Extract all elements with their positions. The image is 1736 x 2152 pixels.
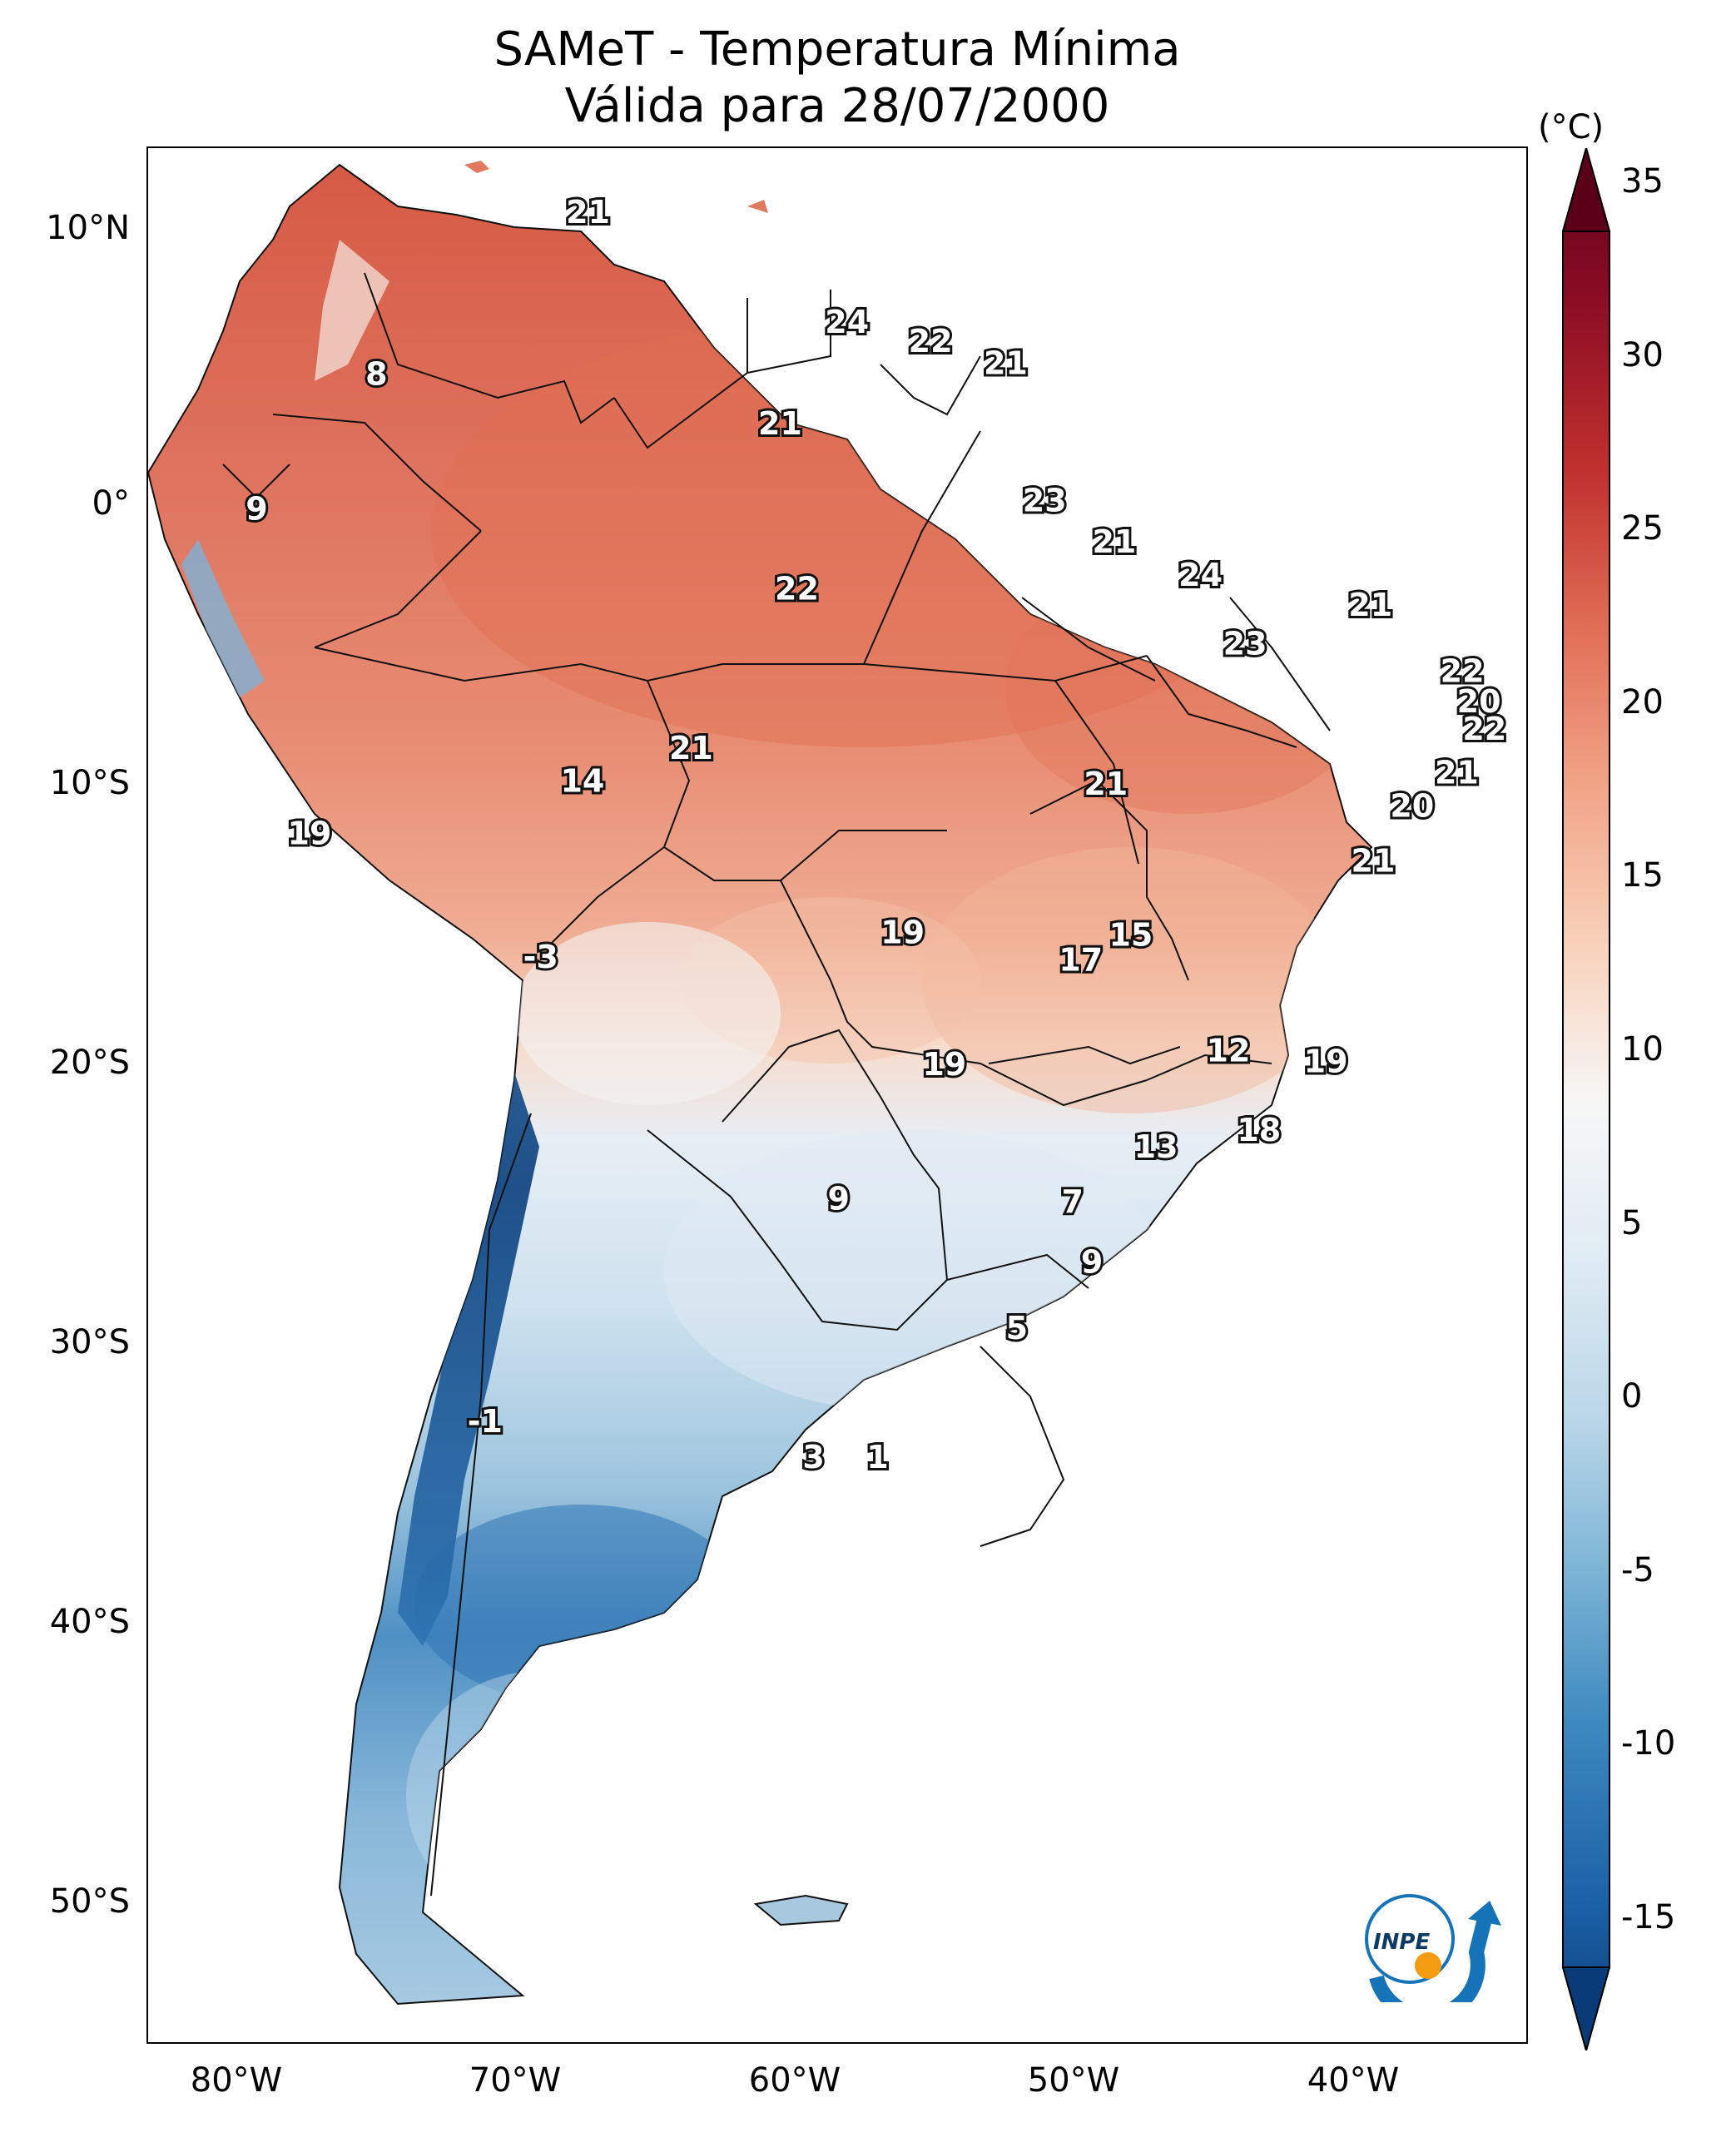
- colorbar: [1561, 148, 1611, 2050]
- contour-label-12: 23: [1223, 625, 1267, 662]
- lon-tick-70w: 70°W: [469, 2061, 562, 2100]
- lon-tick-40w: 40°W: [1307, 2061, 1400, 2100]
- contour-label-4: 8: [365, 356, 387, 393]
- contour-label-26: -3: [523, 939, 558, 975]
- contour-label-16: 21: [669, 730, 713, 766]
- svg-text:INPE: INPE: [1373, 1930, 1430, 1955]
- colorbar-tick-9: -10: [1621, 1724, 1676, 1763]
- map-frame: 21 24 22 21 8 21 9 23 21 22 24 21 23 22 20 22 21 14 21 21 20…: [146, 146, 1528, 2044]
- colorbar-tick-6: 5: [1621, 1203, 1643, 1242]
- inpe-logo: INPE: [1365, 1894, 1501, 2002]
- contour-label-30: 18: [1237, 1112, 1281, 1148]
- lat-tick-50s: 50°S: [49, 1882, 130, 1921]
- colorbar-tick-8: -5: [1621, 1550, 1654, 1589]
- contour-label-33: 7: [1061, 1183, 1083, 1220]
- contour-label-13: 22: [1441, 652, 1485, 689]
- contour-label-3: 21: [984, 345, 1028, 382]
- colorbar-tick-10: -15: [1621, 1898, 1676, 1936]
- contour-label-31: 13: [1134, 1128, 1178, 1165]
- colorbar-tick-7: 0: [1621, 1377, 1643, 1416]
- contour-label-18: 21: [1084, 766, 1128, 802]
- lat-tick-30s: 30°S: [49, 1323, 130, 1361]
- lat-tick-40s: 40°S: [49, 1603, 130, 1641]
- colorbar-tick-1: 30: [1621, 335, 1664, 374]
- contour-label-19: 21: [1435, 755, 1479, 791]
- contour-label-14: 20: [1457, 683, 1501, 720]
- contour-label-20: 20: [1390, 787, 1434, 824]
- contour-label-23: 19: [880, 914, 925, 950]
- colorbar-tick-2: 25: [1621, 509, 1664, 548]
- contour-label-24: 15: [1109, 917, 1153, 954]
- colorbar-tick-4: 15: [1621, 856, 1664, 895]
- falkland-islands: [753, 1894, 849, 1926]
- country-borders: [222, 272, 1331, 1897]
- contour-label-28: 19: [922, 1046, 966, 1083]
- contour-label-37: 3: [802, 1439, 824, 1475]
- lat-tick-0: 0°: [92, 484, 130, 523]
- contour-label-34: 9: [1081, 1244, 1103, 1281]
- contour-label-1: 24: [825, 304, 869, 340]
- colorbar-tick-0: 35: [1621, 162, 1664, 201]
- lon-tick-60w: 60°W: [748, 2061, 841, 2100]
- contour-label-35: 5: [1006, 1310, 1028, 1346]
- colorbar-tick-3: 20: [1621, 682, 1664, 721]
- contour-label-21: 19: [288, 815, 332, 851]
- contour-label-38: 1: [866, 1439, 888, 1475]
- lon-tick-80w: 80°W: [190, 2061, 283, 2100]
- lat-tick-10n: 10°N: [46, 209, 130, 247]
- contour-label-32: 9: [827, 1181, 849, 1217]
- caribbean-island: [747, 200, 768, 213]
- colorbar-tick-5: 10: [1621, 1030, 1664, 1069]
- colorbar-unit: (°C): [1538, 108, 1605, 146]
- caribbean-island: [464, 161, 489, 173]
- contour-label-17: 14: [560, 763, 604, 800]
- contour-label-7: 23: [1023, 483, 1067, 519]
- contour-label-25: 17: [1059, 941, 1103, 978]
- lat-tick-20s: 20°S: [49, 1044, 130, 1082]
- contour-label-29: 19: [1304, 1044, 1348, 1080]
- contour-label-15: 22: [1462, 711, 1506, 747]
- contour-label-0: 21: [566, 194, 610, 231]
- contour-label-11: 21: [1348, 587, 1392, 623]
- contour-label-2: 22: [909, 323, 953, 359]
- lat-tick-10s: 10°S: [49, 764, 130, 802]
- contour-label-6: 9: [246, 491, 267, 528]
- contour-label-5: 21: [758, 405, 802, 442]
- contour-label-27: 12: [1207, 1032, 1251, 1069]
- contour-label-36: -1: [468, 1403, 503, 1440]
- contour-label-8: 21: [1092, 523, 1136, 560]
- contour-label-9: 22: [775, 570, 819, 607]
- contour-label-10: 24: [1178, 557, 1223, 593]
- lon-tick-50w: 50°W: [1027, 2061, 1120, 2100]
- contour-label-22: 21: [1352, 842, 1396, 879]
- map-title: SAMeT - Temperatura Mínima: [494, 22, 1181, 77]
- map-subtitle: Válida para 28/07/2000: [564, 79, 1110, 133]
